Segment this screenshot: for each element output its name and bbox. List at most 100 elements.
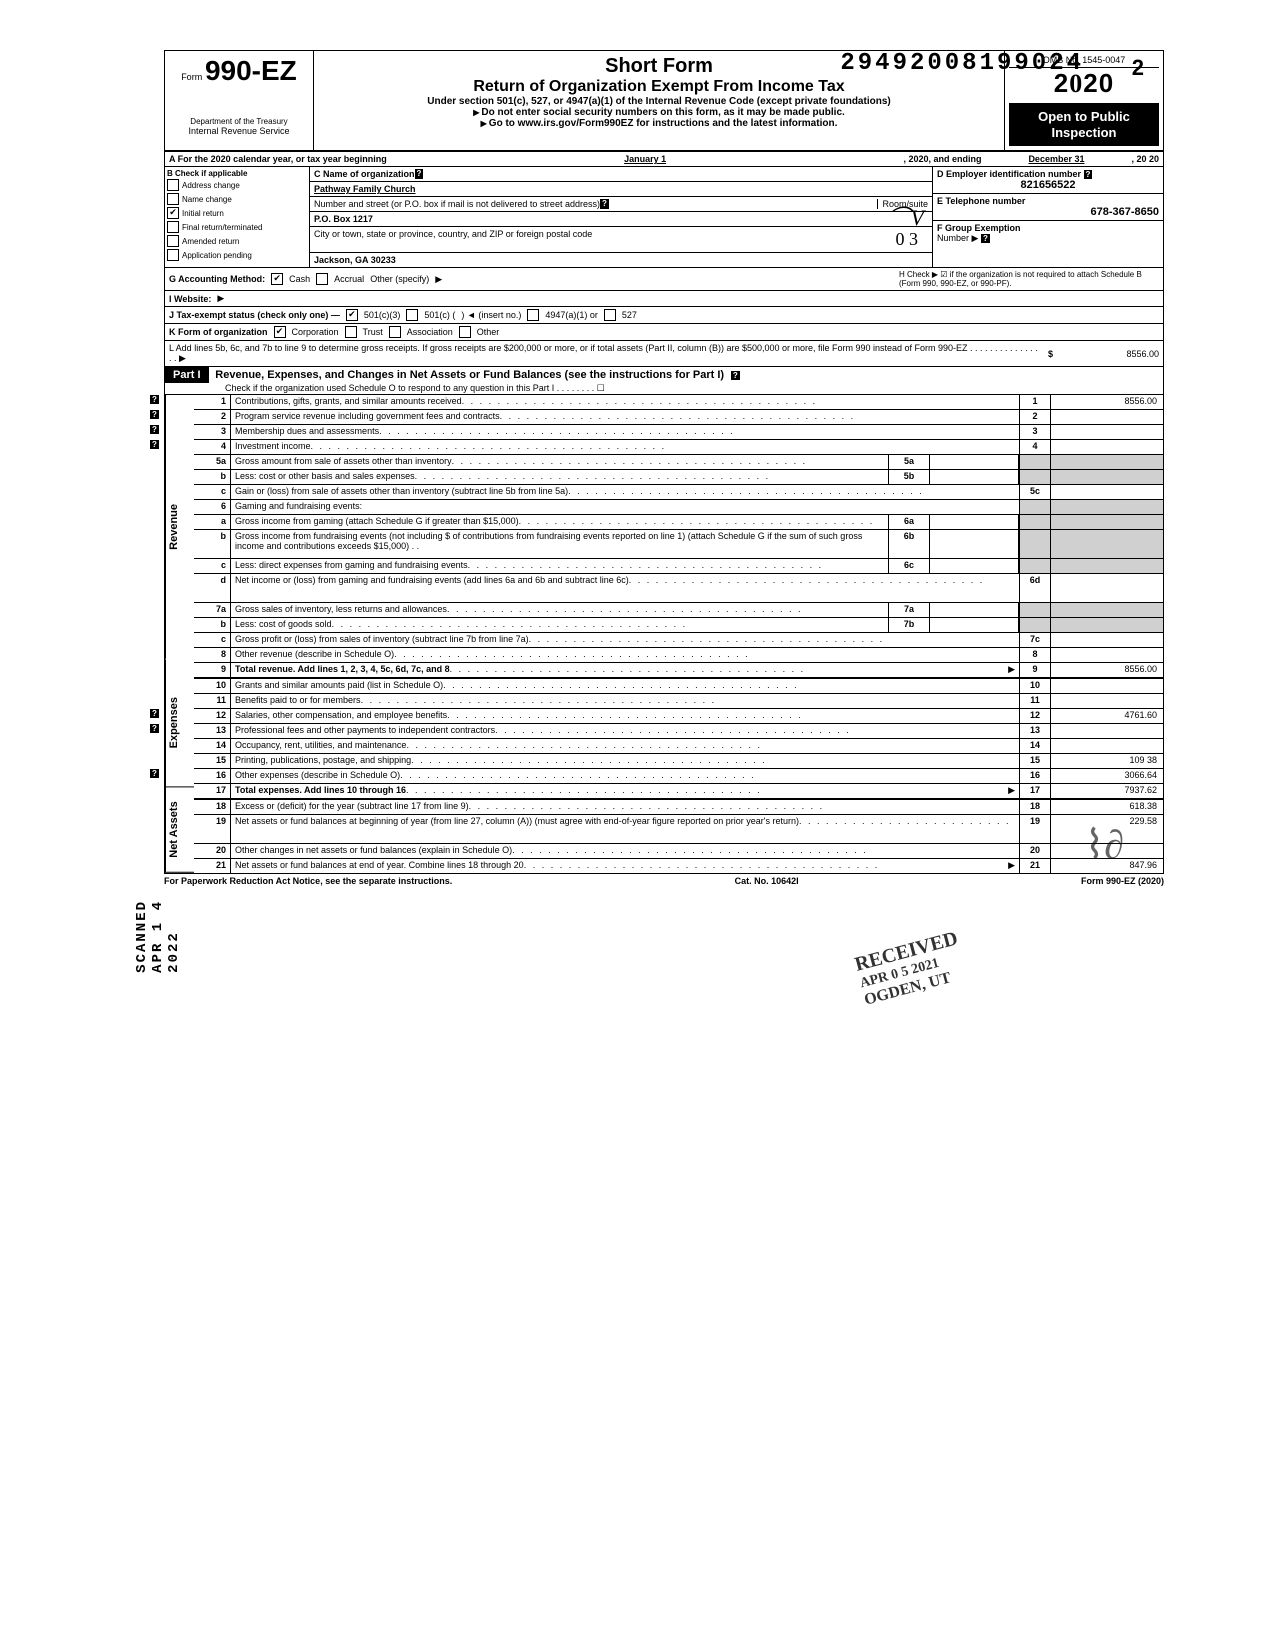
cb-501c3[interactable]: ✔ (346, 309, 358, 321)
help-icon[interactable]: ? (600, 199, 609, 209)
handwritten-initial: ⌒V (889, 200, 924, 232)
dept-treasury: Department of the Treasury (169, 117, 309, 126)
help-icon[interactable]: ? (150, 410, 159, 419)
line-row: cGross profit or (loss) from sales of in… (194, 633, 1163, 648)
line-row: 10Grants and similar amounts paid (list … (194, 678, 1163, 694)
row-a-tax-year: A For the 2020 calendar year, or tax yea… (164, 152, 1164, 167)
line-row: 6Gaming and fundraising events: (194, 500, 1163, 515)
form-number: 990-EZ (205, 55, 297, 86)
row-l-gross-receipts: L Add lines 5b, 6c, and 7b to line 9 to … (164, 341, 1164, 367)
footer-form-id: Form 990-EZ (2020) (1081, 876, 1164, 886)
city-state-zip: Jackson, GA 30233 (310, 253, 932, 267)
cb-4947[interactable] (527, 309, 539, 321)
line-row: 18Excess or (deficit) for the year (subt… (194, 799, 1163, 815)
ein-value: 821656522 (937, 179, 1159, 191)
part1-header-row: Part I Revenue, Expenses, and Changes in… (164, 367, 1164, 395)
open-to-public: Open to Public Inspection (1009, 103, 1159, 146)
street-label: Number and street (or P.O. box if mail i… (314, 199, 600, 209)
line-row: bLess: cost or other basis and sales exp… (194, 470, 1163, 485)
help-icon[interactable]: ? (150, 709, 159, 718)
revenue-label: Revenue (165, 395, 194, 659)
cb-corporation[interactable]: ✔ (274, 326, 286, 338)
page-footer: For Paperwork Reduction Act Notice, see … (164, 874, 1164, 888)
help-icon[interactable]: ? (731, 371, 740, 380)
line-row: 17Total expenses. Add lines 10 through 1… (194, 784, 1163, 799)
form-990ez-page: 29492008199024 2 ⌒V Form 990-EZ Departme… (164, 50, 1164, 888)
scanned-date-stamp: SCANNED APR 1 4 2022 (134, 900, 182, 973)
net-assets-label: Net Assets (165, 787, 194, 873)
part1-title: Revenue, Expenses, and Changes in Net As… (211, 367, 728, 383)
line-row: cLess: direct expenses from gaming and f… (194, 559, 1163, 574)
cb-association[interactable] (389, 326, 401, 338)
title-main: Return of Organization Exempt From Incom… (322, 78, 996, 96)
line-row: 20Other changes in net assets or fund ba… (194, 844, 1163, 859)
city-label: City or town, state or province, country… (314, 229, 592, 250)
cb-initial-return[interactable]: ✔Initial return (167, 206, 307, 220)
line-row: 9Total revenue. Add lines 1, 2, 3, 4, 5c… (194, 663, 1163, 678)
footer-paperwork: For Paperwork Reduction Act Notice, see … (164, 876, 452, 886)
cb-application-pending[interactable]: Application pending (167, 248, 307, 262)
help-icon[interactable]: ? (150, 395, 159, 404)
expenses-label: Expenses (165, 659, 194, 787)
cb-cash[interactable]: ✔ (271, 273, 283, 285)
help-icon[interactable]: ? (1084, 170, 1093, 179)
col-defg: D Employer identification number ? 82165… (932, 167, 1163, 267)
cb-trust[interactable] (345, 326, 357, 338)
part1-check-note: Check if the organization used Schedule … (165, 383, 1163, 394)
f-number-label: Number (937, 233, 969, 243)
section-bcdef: B Check if applicable Address change Nam… (164, 167, 1164, 268)
line-row: 15Printing, publications, postage, and s… (194, 754, 1163, 769)
h-schedule-b: H Check ▶ ☑ if the organization is not r… (899, 270, 1159, 288)
row-g-accounting: G Accounting Method: ✔Cash Accrual Other… (164, 268, 1164, 291)
help-icon[interactable]: ? (415, 169, 424, 179)
cb-accrual[interactable] (316, 273, 328, 285)
f-group-label: F Group Exemption (937, 223, 1021, 233)
row-k-form-org: K Form of organization ✔Corporation Trus… (164, 324, 1164, 341)
line-row: ?3Membership dues and assessments3 (194, 425, 1163, 440)
footer-cat-no: Cat. No. 10642I (735, 876, 799, 886)
col-b-checkboxes: B Check if applicable Address change Nam… (165, 167, 310, 267)
street-address: P.O. Box 1217 (310, 212, 932, 227)
row-i-website: I Website: ▶ (164, 291, 1164, 307)
line-row: ?13Professional fees and other payments … (194, 724, 1163, 739)
org-name: Pathway Family Church (310, 182, 932, 197)
lines-container: Revenue Expenses Net Assets ?1Contributi… (164, 395, 1164, 874)
cb-address-change[interactable]: Address change (167, 178, 307, 192)
d-ein-label: D Employer identification number (937, 169, 1081, 179)
line-row: bLess: cost of goods sold7b (194, 618, 1163, 633)
line-row: ?2Program service revenue including gove… (194, 410, 1163, 425)
line-row: ?4Investment income4 (194, 440, 1163, 455)
e-phone-label: E Telephone number (937, 196, 1025, 206)
form-id-box: Form 990-EZ Department of the Treasury I… (165, 51, 314, 150)
line-row: 5aGross amount from sale of assets other… (194, 455, 1163, 470)
handwritten-03: 0 3 (896, 229, 929, 250)
b-header: B Check if applicable (167, 169, 307, 178)
cb-name-change[interactable]: Name change (167, 192, 307, 206)
received-stamp: RECEIVED APR 0 5 2021 OGDEN, UT (853, 927, 970, 1009)
line-row: 8Other revenue (describe in Schedule O)8 (194, 648, 1163, 663)
cb-other-org[interactable] (459, 326, 471, 338)
title-under: Under section 501(c), 527, or 4947(a)(1)… (322, 96, 996, 107)
part1-label: Part I (165, 367, 209, 383)
dept-irs: Internal Revenue Service (169, 126, 309, 136)
cb-501c[interactable] (406, 309, 418, 321)
cb-final-return[interactable]: Final return/terminated (167, 220, 307, 234)
lines-main: ?1Contributions, gifts, grants, and simi… (194, 395, 1163, 873)
line-row: 14Occupancy, rent, utilities, and mainte… (194, 739, 1163, 754)
col-c-org-info: C Name of organization ? Pathway Family … (310, 167, 932, 267)
form-label: Form (181, 72, 202, 82)
note-ssn: Do not enter social security numbers on … (322, 107, 996, 118)
help-icon[interactable]: ? (150, 425, 159, 434)
document-id-stamp: 29492008199024 (840, 50, 1084, 77)
cb-amended[interactable]: Amended return (167, 234, 307, 248)
line-row: 21Net assets or fund balances at end of … (194, 859, 1163, 873)
cb-527[interactable] (604, 309, 616, 321)
c-name-label: C Name of organization (314, 169, 415, 179)
phone-value: 678-367-8650 (937, 206, 1159, 218)
row-j-tax-exempt: J Tax-exempt status (check only one) — ✔… (164, 307, 1164, 324)
help-icon[interactable]: ? (150, 769, 159, 778)
line-row: 19Net assets or fund balances at beginni… (194, 815, 1163, 844)
help-icon[interactable]: ? (150, 724, 159, 733)
help-icon[interactable]: ? (981, 234, 990, 243)
help-icon[interactable]: ? (150, 440, 159, 449)
